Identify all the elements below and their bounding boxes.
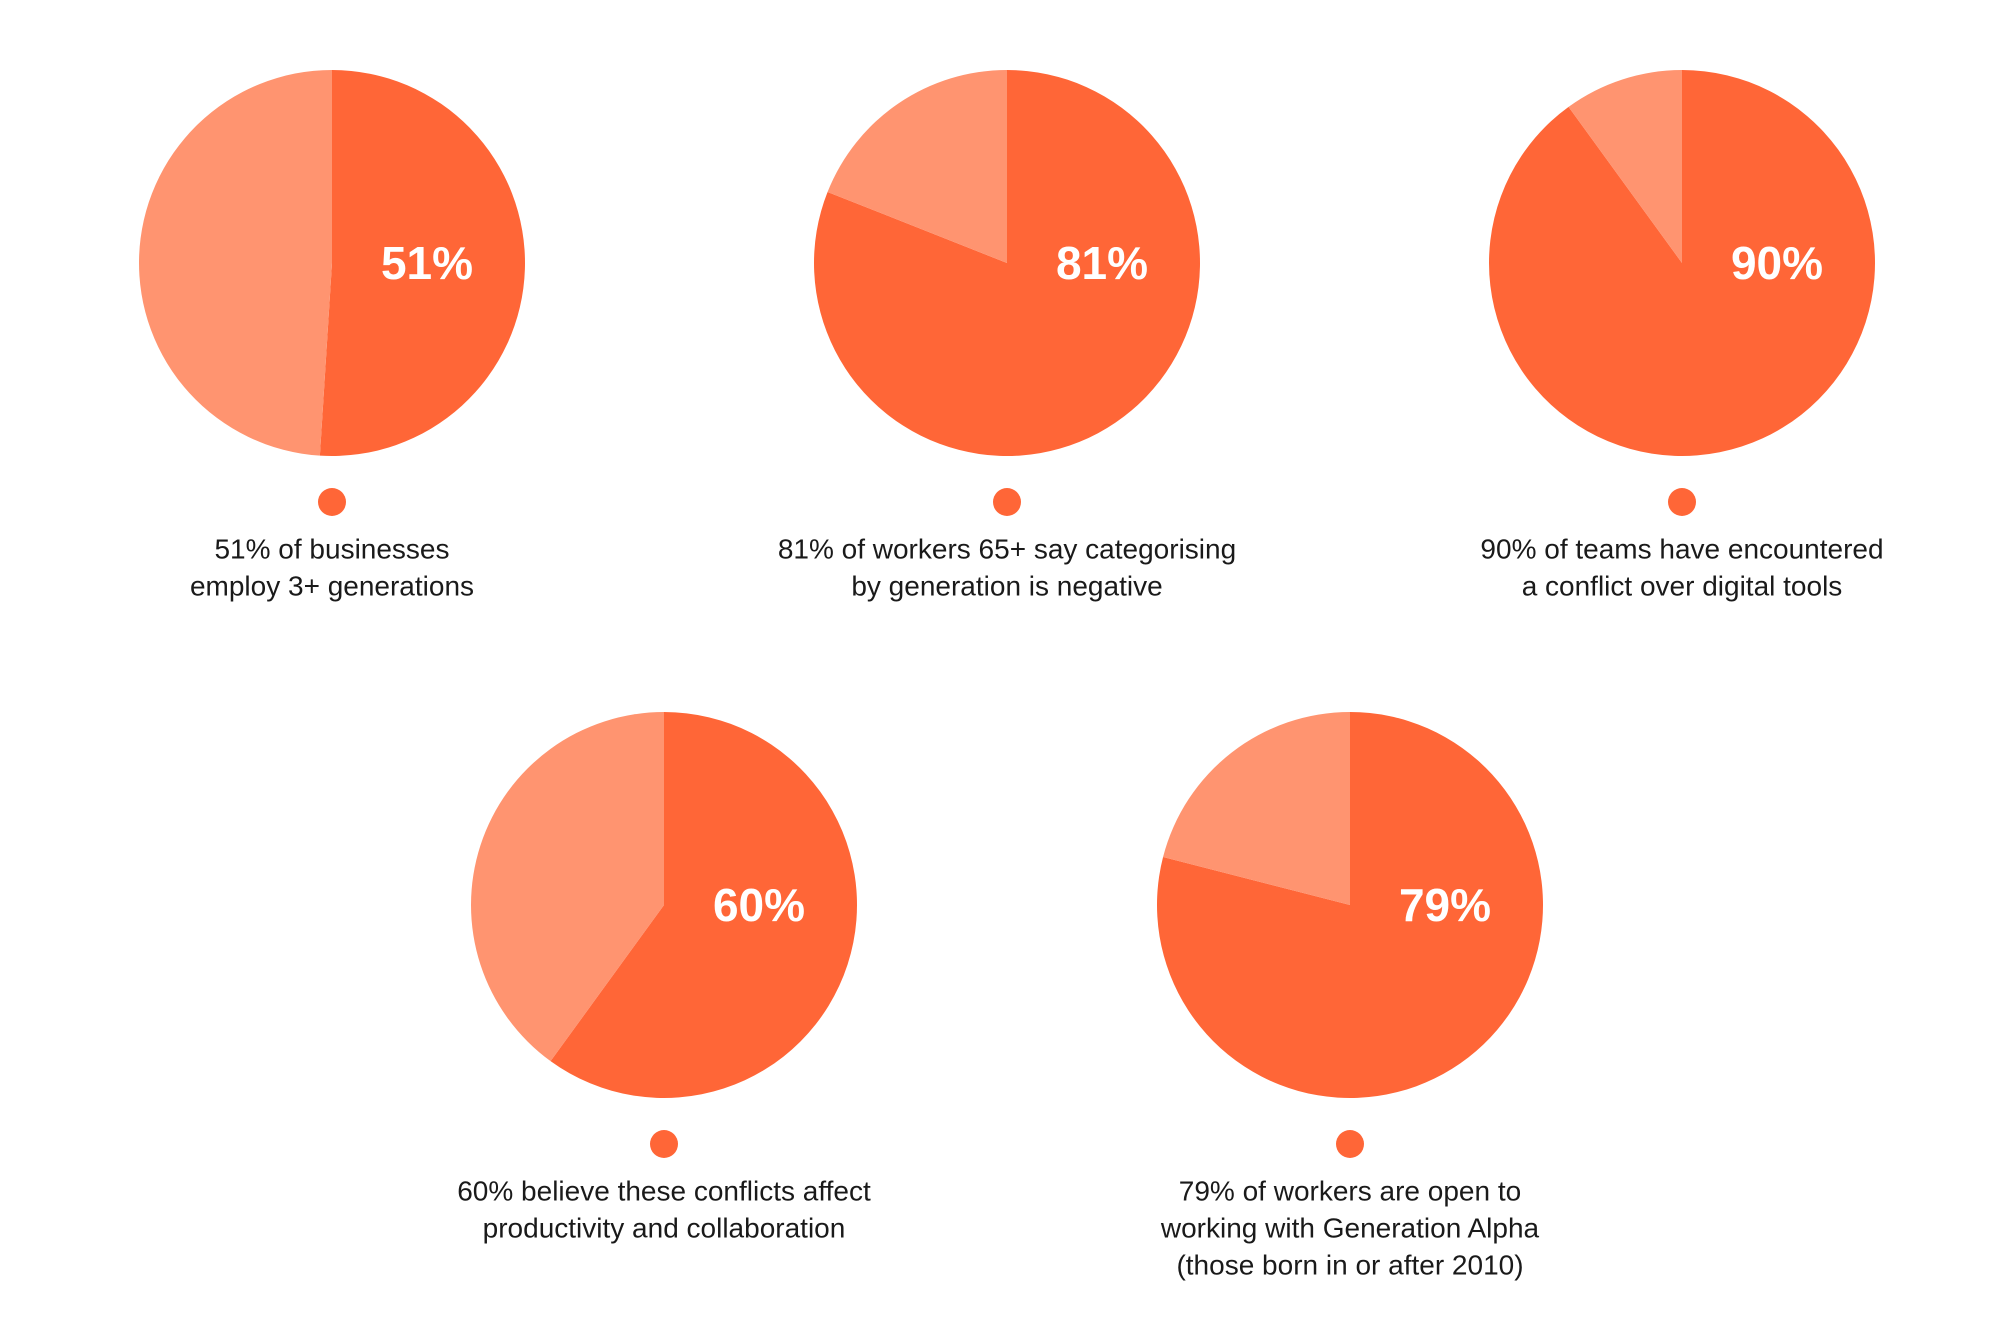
legend-dot — [1336, 1130, 1364, 1158]
caption: 90% of teams have encountered — [1480, 533, 1883, 564]
caption: a conflict over digital tools — [1522, 570, 1843, 601]
pie-slice — [471, 711, 664, 1062]
value-label: 60% — [713, 879, 805, 931]
value-label: 79% — [1399, 879, 1491, 931]
legend-dot — [650, 1130, 678, 1158]
pie-slice — [319, 70, 525, 456]
pie-slice — [1568, 70, 1682, 263]
legend-dot — [1668, 488, 1696, 516]
pie-slice — [138, 70, 332, 456]
caption: productivity and collaboration — [483, 1212, 846, 1243]
caption: 60% believe these conflicts affect — [457, 1175, 871, 1206]
legend-dot — [318, 488, 346, 516]
legend-dot — [993, 488, 1021, 516]
pie-slice — [1157, 712, 1543, 1099]
pie-slice — [827, 69, 1007, 263]
caption: employ 3+ generations — [190, 570, 474, 601]
value-label: 51% — [381, 237, 473, 289]
pie-slice — [1163, 712, 1350, 905]
value-label: 90% — [1731, 237, 1823, 289]
caption: 79% of workers are open to — [1179, 1175, 1521, 1206]
value-label: 81% — [1056, 237, 1148, 289]
caption: working with Generation Alpha — [1160, 1212, 1540, 1243]
pie-slice — [550, 712, 858, 1098]
caption: by generation is negative — [851, 570, 1162, 601]
caption: (those born in or after 2010) — [1176, 1249, 1523, 1280]
caption: 81% of workers 65+ say categorising — [778, 533, 1236, 564]
caption: 51% of businesses — [214, 533, 449, 564]
